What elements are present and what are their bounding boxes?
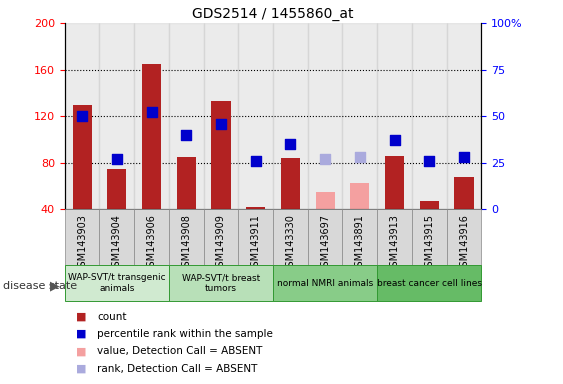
Text: GSM143913: GSM143913 [390,214,400,273]
Point [390,137,399,144]
Text: WAP-SVT/t breast
tumors: WAP-SVT/t breast tumors [182,273,260,293]
FancyBboxPatch shape [238,209,273,265]
Bar [412,23,446,209]
Bar [308,23,342,209]
FancyBboxPatch shape [169,209,204,265]
Bar [246,207,265,209]
Bar [377,23,412,209]
Point [78,113,87,119]
Point [459,154,468,160]
Bar [273,23,308,209]
Text: percentile rank within the sample: percentile rank within the sample [97,329,273,339]
FancyBboxPatch shape [377,265,481,301]
FancyBboxPatch shape [308,209,342,265]
Bar [100,23,134,209]
Text: WAP-SVT/t transgenic
animals: WAP-SVT/t transgenic animals [68,273,166,293]
Bar [65,23,100,209]
Point [321,156,330,162]
FancyBboxPatch shape [273,265,377,301]
Bar [238,23,273,209]
Bar [316,192,334,209]
Bar [281,158,300,209]
FancyBboxPatch shape [446,209,481,265]
Text: count: count [97,312,127,322]
Text: ■: ■ [76,329,87,339]
Bar [420,201,439,209]
Text: value, Detection Call = ABSENT: value, Detection Call = ABSENT [97,346,263,356]
Bar [342,23,377,209]
Text: GSM143906: GSM143906 [146,214,157,273]
Point [217,121,226,127]
Text: breast cancer cell lines: breast cancer cell lines [377,279,482,288]
Text: ■: ■ [76,346,87,356]
Text: GSM143891: GSM143891 [355,214,365,273]
Bar [350,182,369,209]
Bar [73,104,92,209]
Bar [108,169,126,209]
Bar [454,177,473,209]
Point [147,109,156,116]
Text: GSM143903: GSM143903 [77,214,87,273]
Text: GSM143916: GSM143916 [459,214,469,273]
Text: ■: ■ [76,364,87,374]
Text: ▶: ▶ [50,280,59,293]
Bar [204,23,238,209]
Point [355,154,364,160]
Text: GSM143911: GSM143911 [251,214,261,273]
Text: normal NMRI animals: normal NMRI animals [277,279,373,288]
FancyBboxPatch shape [377,209,412,265]
Bar [134,23,169,209]
FancyBboxPatch shape [412,209,446,265]
Bar [385,156,404,209]
FancyBboxPatch shape [65,209,100,265]
Bar [446,23,481,209]
Bar [142,64,161,209]
Text: GSM143697: GSM143697 [320,214,330,273]
Title: GDS2514 / 1455860_at: GDS2514 / 1455860_at [193,7,354,21]
FancyBboxPatch shape [342,209,377,265]
Point [182,132,191,138]
FancyBboxPatch shape [100,209,134,265]
FancyBboxPatch shape [134,209,169,265]
FancyBboxPatch shape [204,209,238,265]
Bar [177,157,196,209]
Text: disease state: disease state [3,281,77,291]
Text: GSM143908: GSM143908 [181,214,191,273]
Point [251,158,260,164]
Point [425,158,434,164]
Text: GSM143915: GSM143915 [425,214,434,273]
Point [113,156,122,162]
FancyBboxPatch shape [273,209,308,265]
Text: GSM143909: GSM143909 [216,214,226,273]
Point [286,141,295,147]
Bar [169,23,204,209]
Text: GSM143904: GSM143904 [112,214,122,273]
Text: GSM143330: GSM143330 [285,214,296,273]
FancyBboxPatch shape [65,265,169,301]
Text: rank, Detection Call = ABSENT: rank, Detection Call = ABSENT [97,364,258,374]
Bar [212,101,230,209]
Text: ■: ■ [76,312,87,322]
FancyBboxPatch shape [169,265,273,301]
